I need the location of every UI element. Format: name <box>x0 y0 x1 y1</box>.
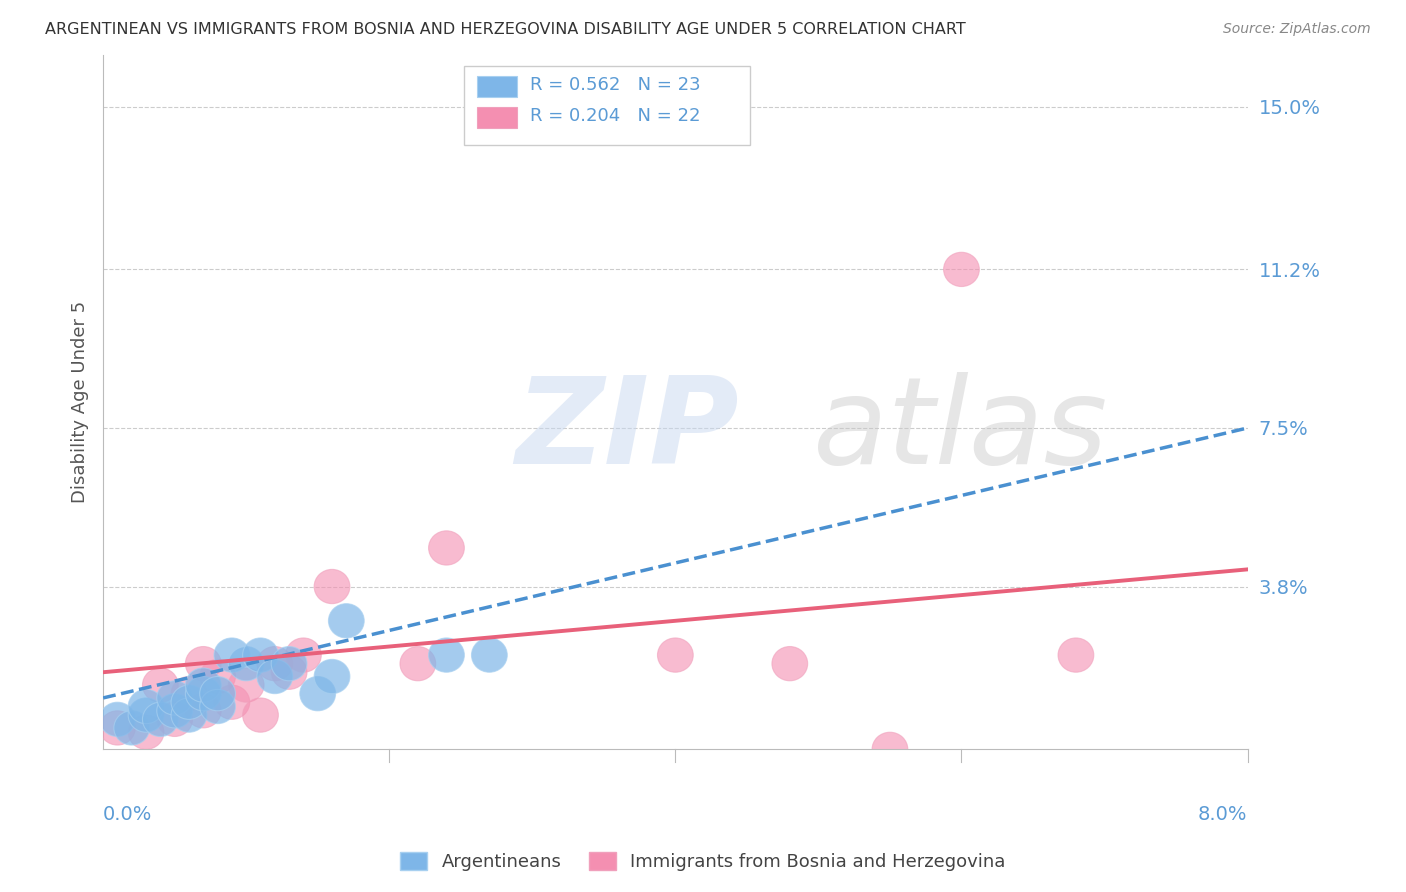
Ellipse shape <box>471 638 508 673</box>
Text: ZIP: ZIP <box>515 372 740 489</box>
Ellipse shape <box>285 638 322 673</box>
Ellipse shape <box>157 694 193 728</box>
Ellipse shape <box>872 732 908 766</box>
Ellipse shape <box>172 676 207 711</box>
Ellipse shape <box>214 685 250 719</box>
Ellipse shape <box>114 711 149 745</box>
Ellipse shape <box>243 638 278 673</box>
Ellipse shape <box>200 690 235 723</box>
Ellipse shape <box>157 702 193 737</box>
Ellipse shape <box>271 655 307 690</box>
Ellipse shape <box>186 668 221 702</box>
Text: 0.0%: 0.0% <box>103 805 152 824</box>
Ellipse shape <box>186 647 221 681</box>
Ellipse shape <box>399 647 436 681</box>
Ellipse shape <box>1059 638 1094 673</box>
Ellipse shape <box>658 638 693 673</box>
Ellipse shape <box>271 647 307 681</box>
Ellipse shape <box>142 702 179 737</box>
Ellipse shape <box>299 676 336 711</box>
Ellipse shape <box>943 252 980 286</box>
Ellipse shape <box>128 715 165 749</box>
Ellipse shape <box>157 681 193 715</box>
Text: Source: ZipAtlas.com: Source: ZipAtlas.com <box>1223 22 1371 37</box>
Ellipse shape <box>172 685 207 719</box>
Ellipse shape <box>172 698 207 732</box>
Text: 8.0%: 8.0% <box>1198 805 1247 824</box>
FancyBboxPatch shape <box>478 76 517 97</box>
Ellipse shape <box>243 698 278 732</box>
Ellipse shape <box>314 569 350 604</box>
Ellipse shape <box>429 531 464 566</box>
Text: R = 0.204   N = 22: R = 0.204 N = 22 <box>530 107 700 125</box>
Ellipse shape <box>429 638 464 673</box>
Ellipse shape <box>200 676 235 711</box>
Ellipse shape <box>257 647 292 681</box>
Ellipse shape <box>329 604 364 638</box>
Ellipse shape <box>214 638 250 673</box>
FancyBboxPatch shape <box>464 65 749 145</box>
Y-axis label: Disability Age Under 5: Disability Age Under 5 <box>72 301 89 503</box>
Ellipse shape <box>228 668 264 702</box>
Ellipse shape <box>100 702 135 737</box>
Text: ARGENTINEAN VS IMMIGRANTS FROM BOSNIA AND HERZEGOVINA DISABILITY AGE UNDER 5 COR: ARGENTINEAN VS IMMIGRANTS FROM BOSNIA AN… <box>45 22 966 37</box>
Ellipse shape <box>128 690 165 723</box>
Ellipse shape <box>186 676 221 711</box>
Text: R = 0.562   N = 23: R = 0.562 N = 23 <box>530 76 700 94</box>
Ellipse shape <box>257 659 292 694</box>
Ellipse shape <box>100 711 135 745</box>
Ellipse shape <box>186 694 221 728</box>
Ellipse shape <box>142 668 179 702</box>
Legend: Argentineans, Immigrants from Bosnia and Herzegovina: Argentineans, Immigrants from Bosnia and… <box>394 845 1012 879</box>
Ellipse shape <box>128 698 165 732</box>
Ellipse shape <box>200 659 235 694</box>
Ellipse shape <box>314 659 350 694</box>
Ellipse shape <box>772 647 807 681</box>
FancyBboxPatch shape <box>478 107 517 128</box>
Text: atlas: atlas <box>813 372 1108 489</box>
Ellipse shape <box>228 647 264 681</box>
